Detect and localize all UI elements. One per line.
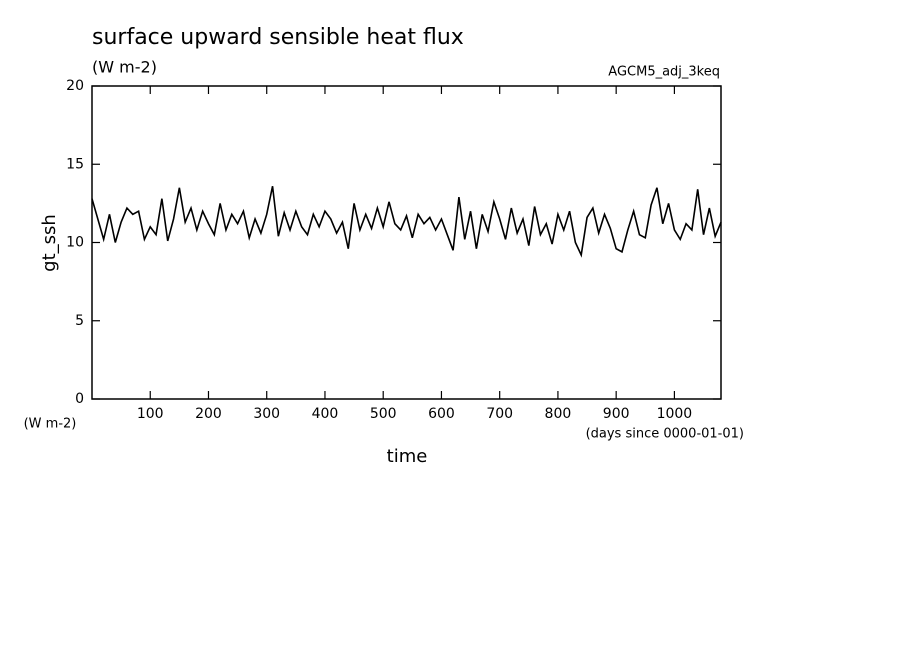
data-line bbox=[91, 185, 722, 258]
x-tick-label: 900 bbox=[603, 406, 630, 422]
chart-title: surface upward sensible heat flux bbox=[92, 25, 464, 50]
y-tick-label: 5 bbox=[75, 313, 84, 329]
annotation: AGCM5_adj_3keq bbox=[608, 65, 720, 80]
x-axis-label: time bbox=[387, 446, 428, 467]
x-tick-label: 500 bbox=[370, 406, 397, 422]
y-tick-label: 20 bbox=[66, 78, 84, 94]
x-tick-label: 300 bbox=[253, 406, 280, 422]
x-tick-label: 1000 bbox=[657, 406, 693, 422]
x-tick-label: 800 bbox=[545, 406, 572, 422]
x-tick-label: 700 bbox=[486, 406, 513, 422]
y-tick-label: 0 bbox=[75, 391, 84, 407]
chart-subtitle: (W m-2) bbox=[92, 58, 157, 77]
x-tick-label: 400 bbox=[312, 406, 339, 422]
x-unit: (days since 0000-01-01) bbox=[586, 427, 744, 442]
plot-frame bbox=[91, 85, 722, 400]
x-tick-label: 600 bbox=[428, 406, 455, 422]
y-tick-label: 15 bbox=[66, 156, 84, 172]
x-tick-label: 100 bbox=[137, 406, 164, 422]
y-tick-label: 10 bbox=[66, 235, 84, 251]
y-unit: (W m-2) bbox=[24, 417, 77, 432]
y-axis-label: gt_ssh bbox=[39, 214, 60, 272]
x-tick-label: 200 bbox=[195, 406, 222, 422]
